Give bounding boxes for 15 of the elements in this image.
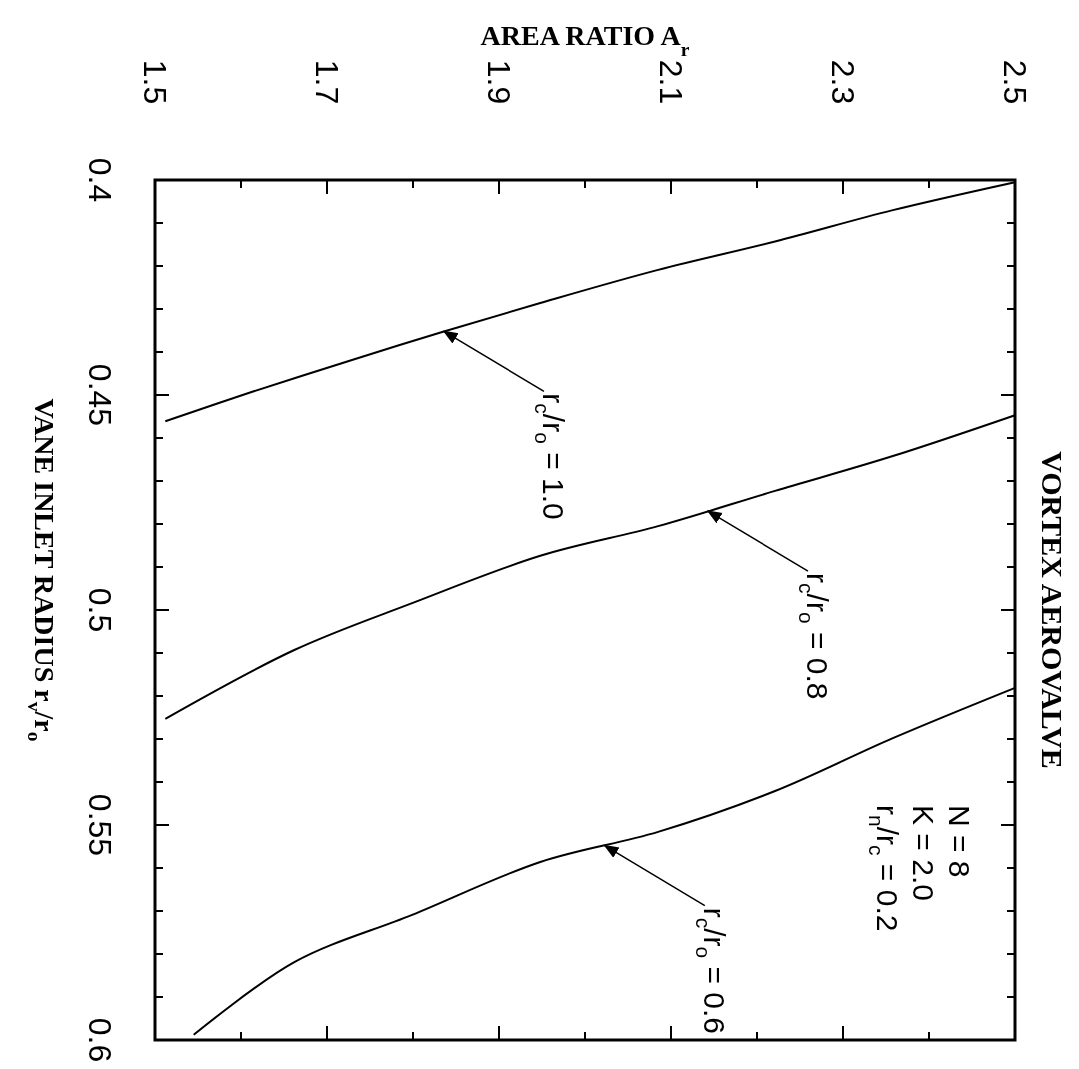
annotation: K = 2.0	[907, 805, 941, 901]
x-tick-label: 2.3	[825, 59, 861, 105]
x-tick-label: 2.1	[653, 59, 689, 105]
y-tick-label: 0.45	[82, 363, 118, 427]
x-tick-label: 1.9	[481, 59, 517, 105]
y-tick-label: 0.55	[82, 793, 118, 857]
y-tick-label: 0.5	[82, 587, 118, 633]
x-tick-label: 1.7	[309, 59, 345, 105]
x-tick-label: 2.5	[997, 59, 1033, 105]
x-axis-title: AREA RATIO A$_{r}$	[480, 20, 690, 60]
y-tick-label: 0.4	[82, 157, 118, 203]
annotation: N = 8	[943, 805, 977, 878]
x-tick-label: 1.5	[137, 59, 173, 105]
text: VORTEX AEROVALVE	[1036, 451, 1070, 769]
y-tick-label: 0.6	[82, 1017, 118, 1063]
